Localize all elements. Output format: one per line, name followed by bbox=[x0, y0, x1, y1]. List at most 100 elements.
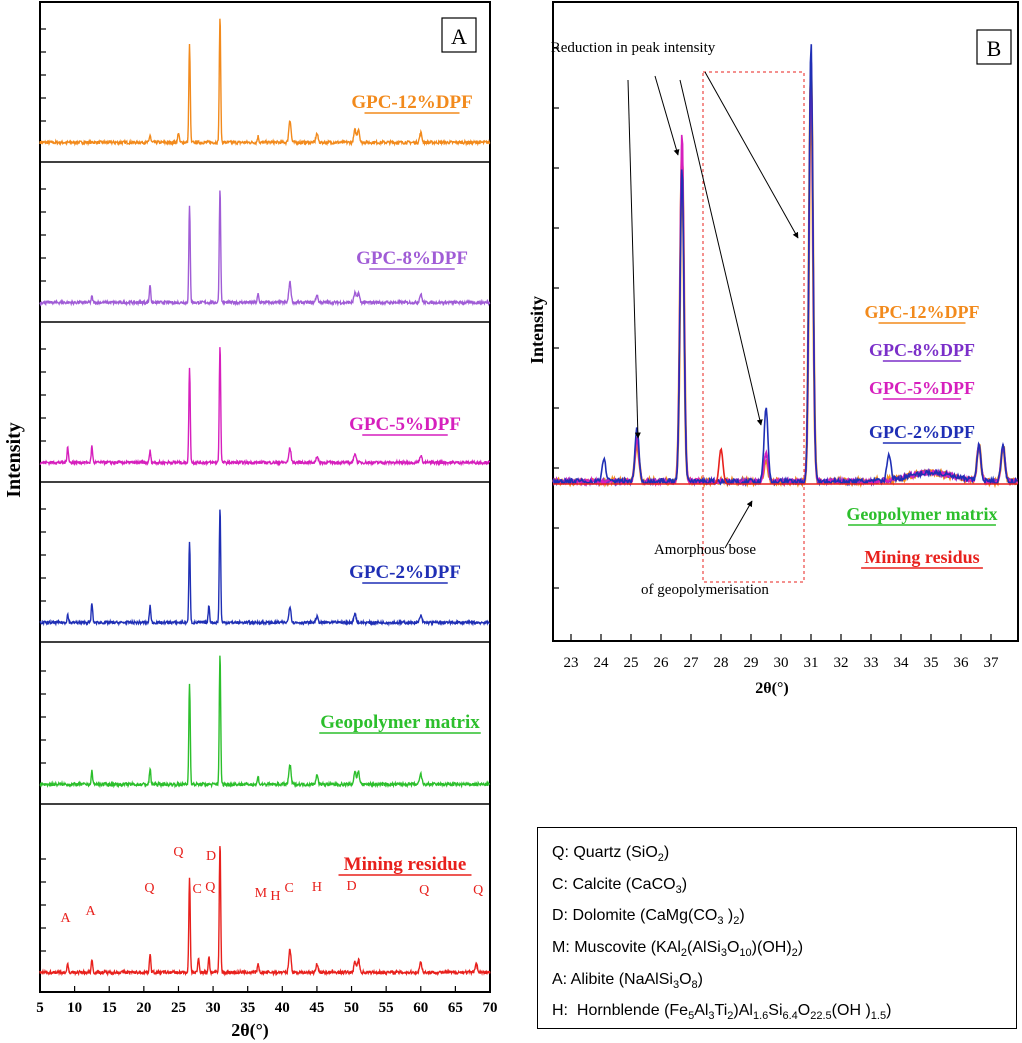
panel-a-curves bbox=[39, 18, 491, 977]
annotation-arrow-3 bbox=[704, 71, 799, 239]
peak-annotation-H: H bbox=[270, 889, 280, 904]
amorphous-label-line1: Amorphous bose bbox=[654, 542, 756, 558]
panel-b-curve-4 bbox=[553, 447, 1018, 485]
panel-b-x-tick-label: 30 bbox=[774, 655, 789, 671]
panel-a-dividers bbox=[40, 161, 490, 805]
annotation-arrow-0 bbox=[627, 79, 641, 439]
panel-b-x-tick-label: 34 bbox=[894, 655, 910, 671]
panel-b-x-tick-label: 24 bbox=[594, 655, 610, 671]
panel-a: 5 10 15 20 25 30 35 40 45 50 55 60 65 70 GPC-12%DPFGP… bbox=[3, 1, 498, 1041]
panel-a-x-tick-label: 45 bbox=[309, 1000, 324, 1016]
panel-a-x-axis-label: 2θ(°) bbox=[231, 1020, 269, 1041]
panel-b-curve-0 bbox=[552, 44, 1018, 487]
panel-b-letter-box bbox=[976, 29, 1012, 65]
key-hornblende: H: Hornblende (Fe5Al3Ti2)Al1.6Si6.4O22.5… bbox=[552, 1002, 892, 1023]
panel-a-y-axis-label: Intensity bbox=[3, 422, 25, 498]
panel-b-letter: B bbox=[987, 36, 1002, 61]
panel-a-curve-label-5: Mining residue bbox=[344, 854, 467, 875]
peak-annotation-A: A bbox=[61, 911, 72, 926]
peak-annotation-Q: Q bbox=[205, 880, 215, 895]
panel-a-x-tick-label: 20 bbox=[136, 1000, 151, 1016]
panel-a-x-tick-label: 10 bbox=[67, 1000, 82, 1016]
panel-a-curve-label-1: GPC-8%DPF bbox=[356, 248, 468, 269]
panel-a-letter-box bbox=[441, 17, 477, 53]
panel-a-y-ticks bbox=[40, 28, 46, 952]
panel-a-curve-label-4: Geopolymer matrix bbox=[320, 712, 480, 733]
panel-a-curve-5 bbox=[39, 846, 491, 977]
peak-annotation-M: M bbox=[255, 886, 268, 901]
key-dolomite: D: Dolomite (CaMg(CO3 )2) bbox=[552, 907, 745, 928]
panel-a-curve-0 bbox=[39, 18, 491, 147]
panel-a-curve-2 bbox=[39, 347, 491, 467]
panel-b-y-axis-label: Intensity bbox=[527, 296, 547, 364]
key-quartz: Q: Quartz (SiO2) bbox=[552, 844, 670, 865]
annotation-arrow-4 bbox=[724, 500, 753, 549]
panel-b-curves bbox=[551, 44, 1019, 489]
key-muscovite: M: Muscovite (KAl2(AlSi3O10)(OH)2) bbox=[552, 939, 804, 960]
panel-a-curve-label-2: GPC-5%DPF bbox=[349, 414, 461, 435]
panel-a-x-tick-label: 25 bbox=[171, 1000, 186, 1016]
peak-annotation-C: C bbox=[192, 882, 201, 897]
panel-b-x-axis-label: 2θ(°) bbox=[755, 680, 788, 697]
panel-b-x-tick-label: 27 bbox=[684, 655, 700, 671]
panel-b-legend-item-2: GPC-5%DPF bbox=[869, 378, 975, 398]
peak-annotation-Q: Q bbox=[473, 883, 483, 898]
panel-b-x-tick-label: 36 bbox=[954, 655, 970, 671]
panel-b-legend-item-5: Mining residus bbox=[864, 547, 979, 567]
panel-b-arrows bbox=[627, 71, 799, 549]
panel-a-frame bbox=[39, 1, 491, 993]
panel-a-x-tick-label: 40 bbox=[275, 1000, 290, 1016]
panel-a-x-tick-label: 5 bbox=[36, 1000, 44, 1016]
panel-a-curve-3 bbox=[39, 509, 491, 627]
panel-b: 23 24 25 26 27 28 29 30 31 32 33 34 35 36 37 B Reducti… bbox=[527, 1, 1019, 697]
amorphous-label-line2: of geopolymerisation bbox=[641, 582, 769, 598]
peak-annotation-D: D bbox=[346, 879, 356, 894]
panel-b-x-tick-label: 23 bbox=[564, 655, 579, 671]
panel-a-curve-labels: GPC-12%DPF GPC-8%DPF GPC-5%DPF GPC-2%DPF Geo… bbox=[319, 92, 481, 876]
annotation-arrow-1 bbox=[654, 75, 680, 156]
panel-b-legend-item-3: GPC-2%DPF bbox=[869, 422, 975, 442]
peak-annotation-Q: Q bbox=[173, 845, 183, 860]
panel-b-x-tick-label: 26 bbox=[654, 655, 670, 671]
panel-b-x-tick-label: 28 bbox=[714, 655, 729, 671]
panel-a-x-tick-label: 70 bbox=[483, 1000, 498, 1016]
panel-b-x-tick-label: 33 bbox=[864, 655, 879, 671]
panel-a-curve-1 bbox=[39, 190, 491, 307]
peak-annotation-C: C bbox=[285, 881, 294, 896]
panel-b-legend: GPC-12%DPF GPC-8%DPF GPC-5%DPF GPC-2%DPF Geo… bbox=[846, 302, 998, 569]
reduction-label: Reduction in peak intensity bbox=[551, 40, 716, 56]
panel-a-x-tick-label: 15 bbox=[102, 1000, 117, 1016]
panel-a-curve-4 bbox=[39, 655, 491, 789]
panel-b-legend-item-0: GPC-12%DPF bbox=[865, 302, 980, 322]
panel-b-curve-2 bbox=[552, 63, 1018, 487]
panel-b-legend-item-4: Geopolymer matrix bbox=[846, 504, 997, 524]
annotation-arrow-2 bbox=[679, 79, 763, 426]
panel-a-letter: A bbox=[451, 24, 467, 49]
panel-b-x-tick-label: 32 bbox=[834, 655, 849, 671]
panel-a-x-tick-label: 55 bbox=[379, 1000, 394, 1016]
panel-b-x-tick-label: 37 bbox=[984, 655, 1000, 671]
panel-a-x-tick-label: 50 bbox=[344, 1000, 359, 1016]
amorphous-region-box bbox=[702, 71, 805, 583]
panel-a-x-tick-label: 60 bbox=[413, 1000, 428, 1016]
panel-b-curve-1 bbox=[552, 61, 1019, 488]
panel-b-y-ticks bbox=[553, 47, 559, 589]
peak-annotation-H: H bbox=[312, 880, 322, 895]
peak-annotation-A: A bbox=[85, 904, 96, 919]
panel-b-x-ticks: 23 24 25 26 27 28 29 30 31 32 33 34 35 36 37 bbox=[564, 634, 1000, 671]
panel-b-x-tick-label: 35 bbox=[924, 655, 939, 671]
panel-a-x-ticks: 5 10 15 20 25 30 35 40 45 50 55 60 65 70 bbox=[36, 986, 498, 1016]
key-calcite: C: Calcite (CaCO3) bbox=[552, 875, 688, 896]
panel-b-legend-item-1: GPC-8%DPF bbox=[869, 340, 975, 360]
key-albite: A: Alibite (NaAlSi3O8) bbox=[552, 970, 703, 991]
panel-a-x-tick-label: 30 bbox=[206, 1000, 221, 1016]
panel-b-x-tick-label: 31 bbox=[804, 655, 819, 671]
panel-b-frame bbox=[552, 1, 1019, 642]
peak-annotation-Q: Q bbox=[419, 883, 429, 898]
mineral-key: Q: Quartz (SiO2) C: Calcite (CaCO3) D: D… bbox=[537, 827, 1017, 1029]
panel-b-x-tick-label: 29 bbox=[744, 655, 759, 671]
panel-a-curve-label-3: GPC-2%DPF bbox=[349, 562, 461, 583]
panel-b-x-tick-label: 25 bbox=[624, 655, 639, 671]
